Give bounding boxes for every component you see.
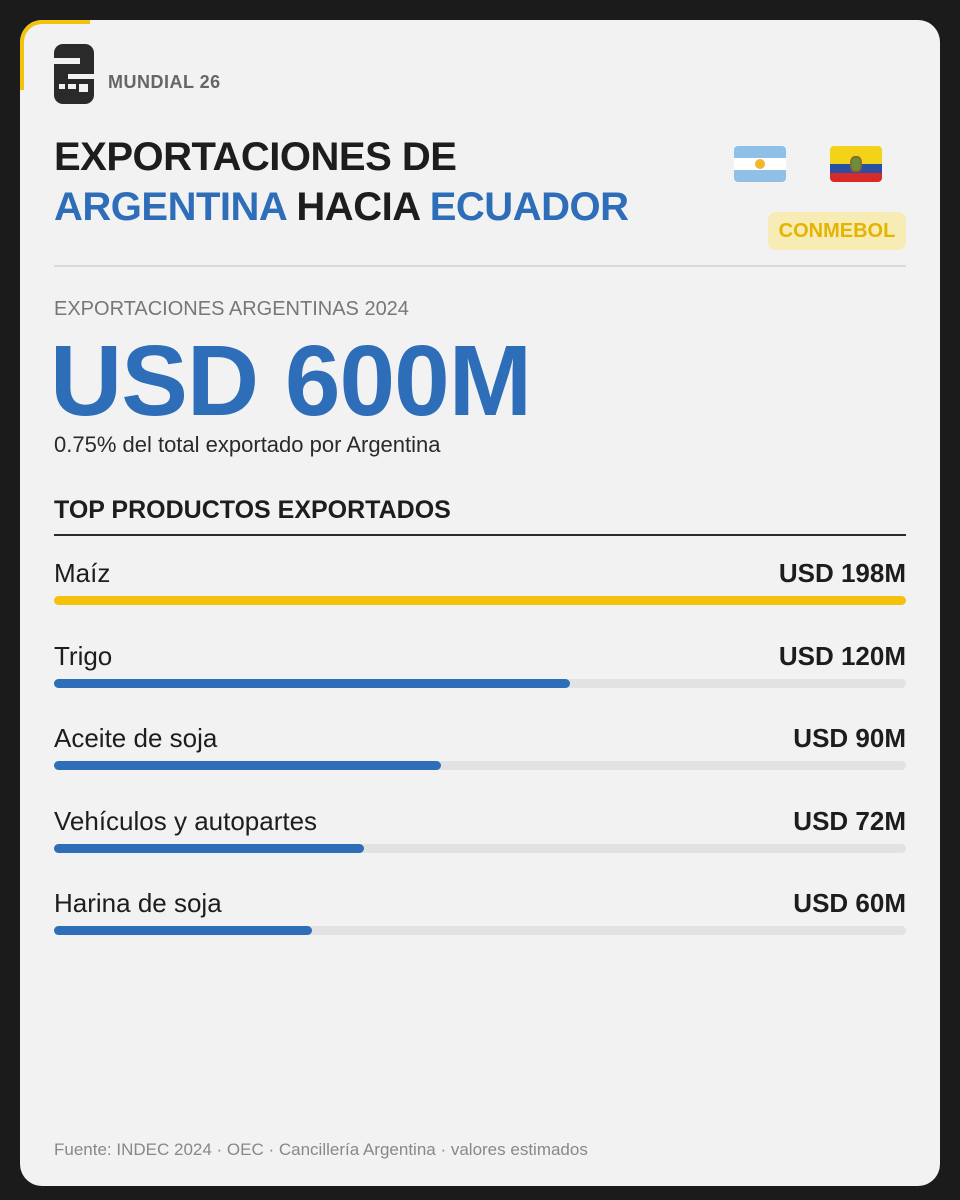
product-value-label: USD 72M [793,805,906,836]
product-label: Trigo [54,640,113,671]
title-country-to: ECUADOR [429,185,629,229]
bar-track [54,926,906,935]
bar-fill [54,926,312,935]
kpi-value: USD 600M [50,325,532,437]
bar-track [54,678,906,688]
bar-track [54,761,906,770]
product-value-label: USD 120M [778,640,906,671]
bar-fill [54,761,441,770]
section-title: TOP PRODUCTOS EXPORTADOS [54,496,451,524]
title-country-from: ARGENTINA [54,185,286,229]
product-row: Trigo USD 120M [54,641,906,701]
section-rule [54,534,906,536]
product-row: Aceite de soja USD 90M [54,723,906,783]
product-label: Aceite de soja [54,723,218,753]
title-connector: HACIA [296,185,420,229]
header-divider [54,265,906,267]
product-value-label: USD 198M [778,558,906,588]
product-row: Harina de soja USD 60M [54,888,906,948]
bar-fill [54,596,906,605]
corner-accent [20,20,90,90]
product-label: Harina de soja [54,888,222,918]
argentina-flag-icon [734,146,786,182]
infographic-card: MUNDIAL 26 EXPORTACIONES DE ARGENTINA HA… [20,20,940,1186]
bar-track [54,596,906,605]
product-row: Vehículos y autopartes USD 72M [54,806,906,866]
product-label: Maíz [54,558,111,588]
ecuador-flag-icon [830,146,882,182]
page-title: EXPORTACIONES DE ARGENTINA HACIA ECUADOR [54,132,629,232]
product-value-label: USD 90M [793,723,906,753]
title-line-2: ARGENTINA HACIA ECUADOR [54,182,629,232]
source-note: Fuente: INDEC 2024 · OEC · Cancillería A… [54,1140,588,1159]
kpi-subtitle: 0.75% del total exportado por Argentina [54,432,441,457]
brand-label: MUNDIAL 26 [108,72,221,92]
title-line-1: EXPORTACIONES DE [54,135,457,179]
mundial-26-logo [54,44,94,104]
bar-track [54,843,906,853]
conmebol-badge: CONMEBOL [768,212,906,250]
kpi-label: EXPORTACIONES ARGENTINAS 2024 [54,298,409,320]
product-label: Vehículos y autopartes [54,805,318,836]
product-value-label: USD 60M [793,888,906,918]
product-row: Maíz USD 198M [54,558,906,618]
bar-fill [54,678,570,688]
bar-fill [54,843,364,853]
